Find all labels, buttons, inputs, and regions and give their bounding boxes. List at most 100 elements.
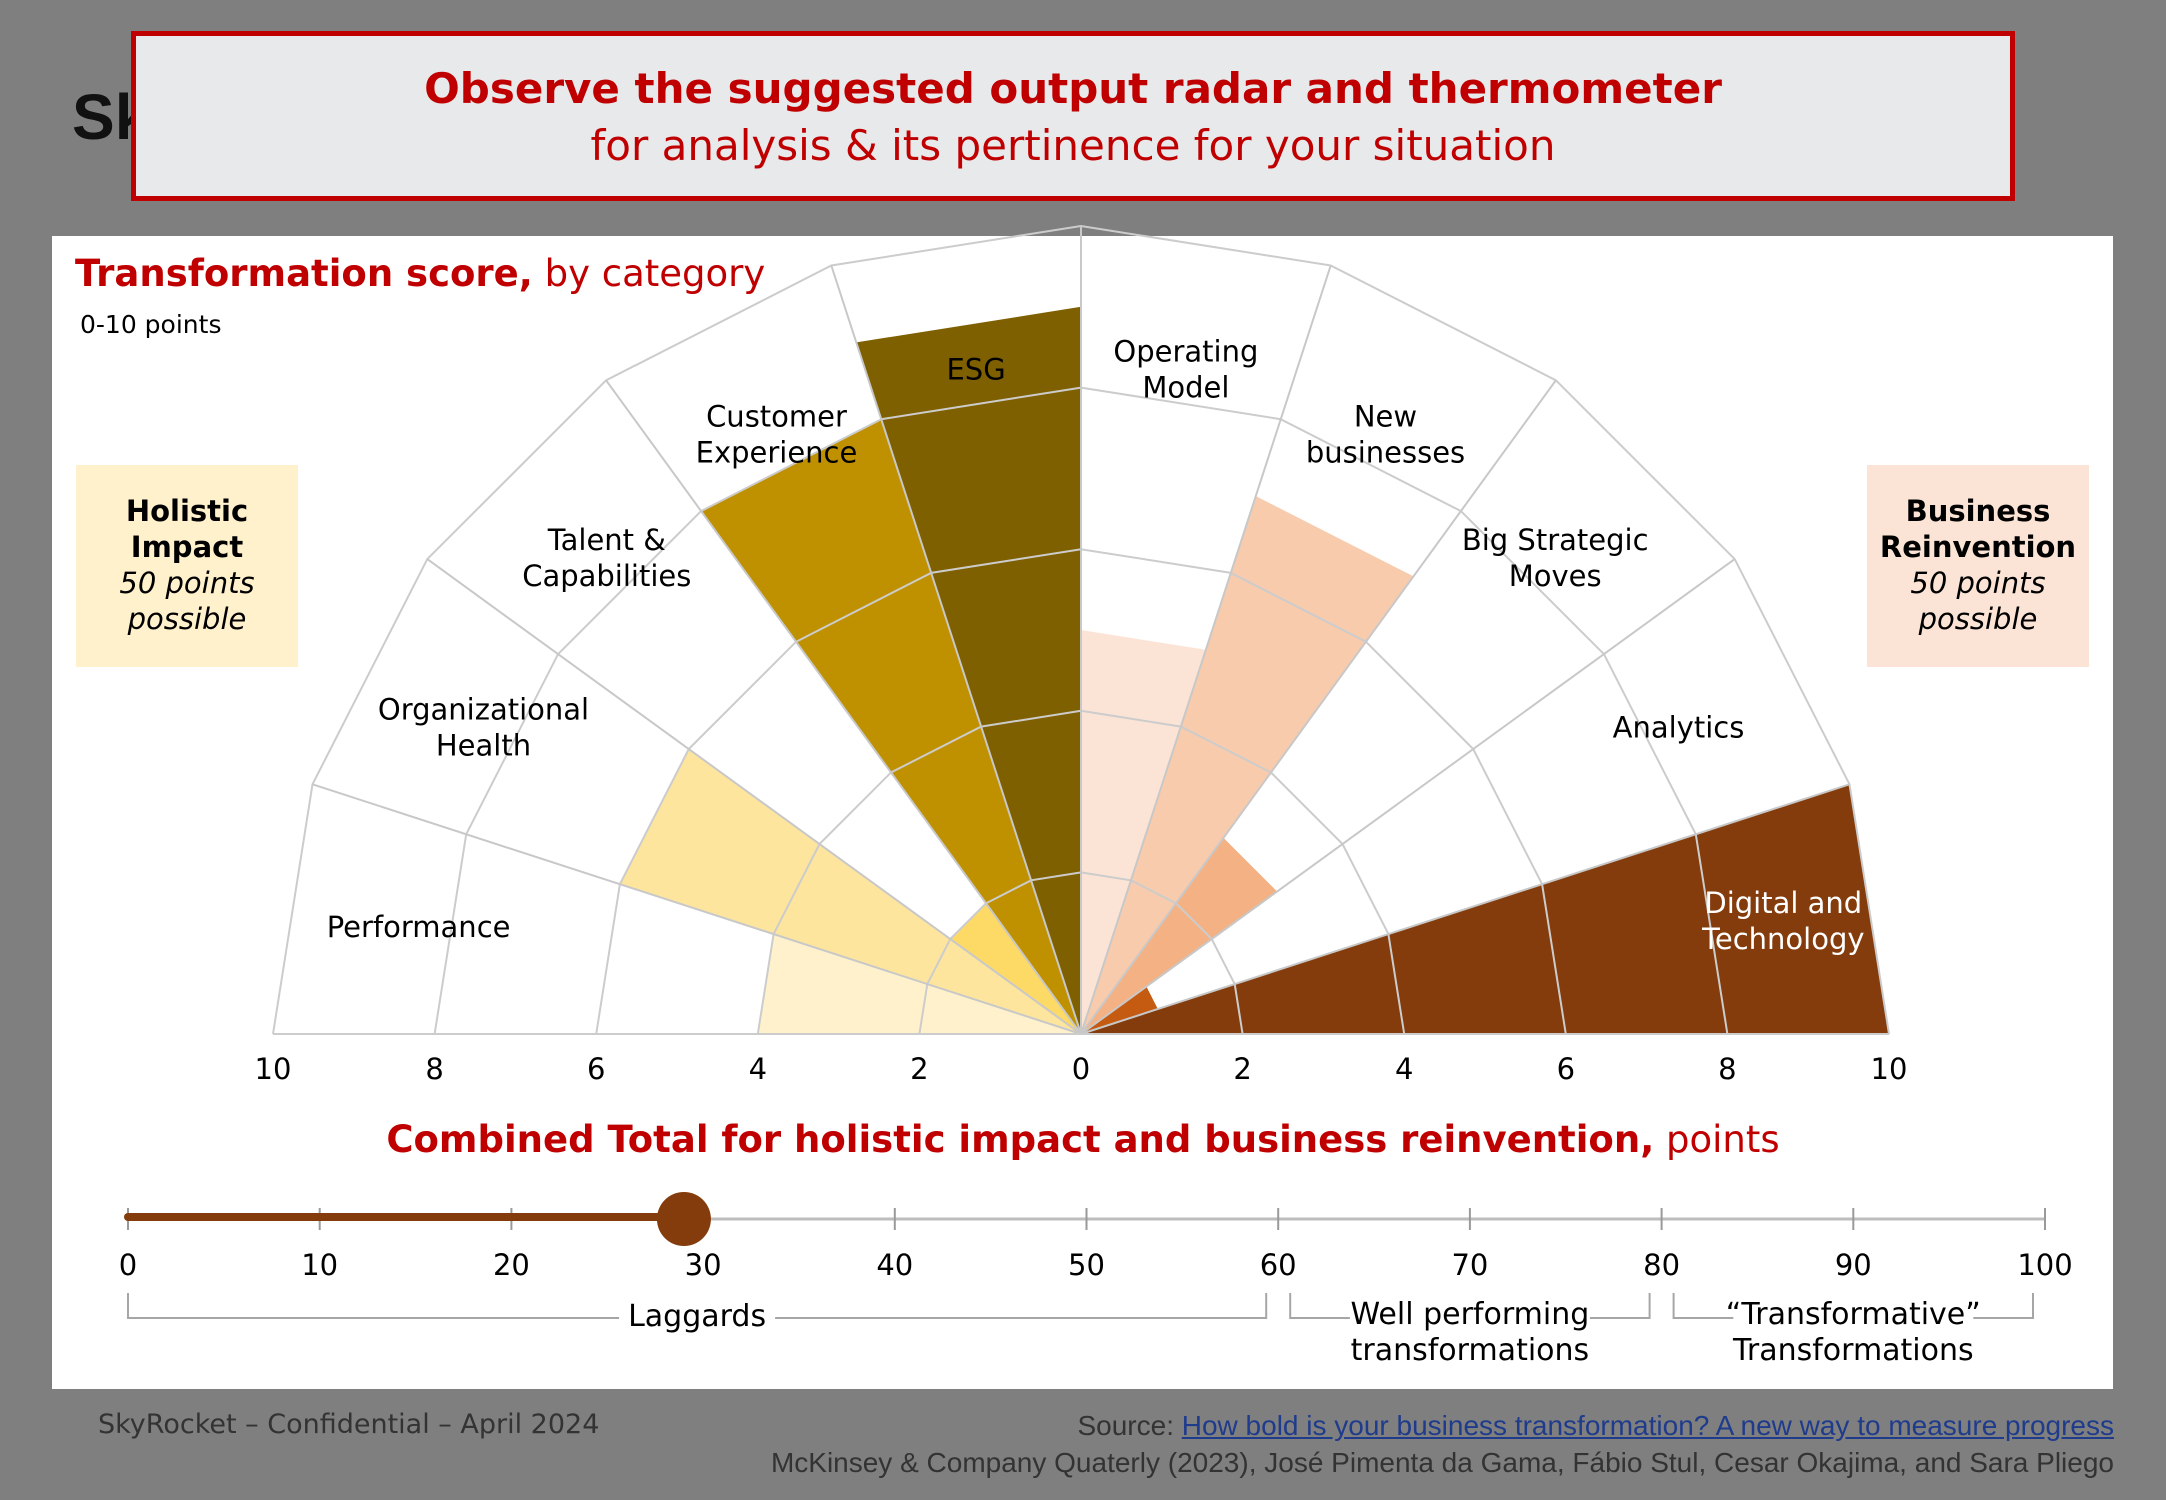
thermometer-tick-label: 70	[1451, 1248, 1488, 1282]
instruction-banner: Observe the suggested output radar and t…	[131, 31, 2015, 201]
thermometer-tick-label: 60	[1260, 1248, 1297, 1282]
thermometer-title-rest: points	[1654, 1118, 1780, 1161]
radar-axis-tick-label: 2	[910, 1052, 928, 1086]
radar-category-label-line: Big Strategic	[1462, 523, 1649, 557]
radar-axis-tick-label: 10	[255, 1052, 292, 1086]
radar-axis-tick-label: 8	[425, 1052, 443, 1086]
thermometer-title-bold: Combined Total for holistic impact and b…	[386, 1118, 1655, 1161]
radar-category-label-line: Talent &	[547, 523, 666, 557]
radar-axis-tick-label: 8	[1718, 1052, 1736, 1086]
band-label-line: transformations	[1350, 1333, 1590, 1368]
radar-category-label-digital-and-technology: Digital and Technology	[1701, 886, 1864, 956]
radar-bar-digital-and-technology	[1081, 784, 1889, 1034]
band-label: Laggards	[497, 1299, 897, 1335]
radar-category-label-line: Organizational	[378, 693, 589, 727]
radar-spoke	[312, 783, 1082, 1035]
radar-category-label-line: Performance	[327, 910, 511, 944]
radar-bar-talent-capabilities	[950, 903, 1081, 1034]
banner-subtitle: for analysis & its pertinence for your s…	[590, 121, 1556, 170]
radar-spoke	[426, 558, 1082, 1035]
radar-category-label-line: Experience	[696, 436, 858, 470]
band-bracket-right	[1589, 1293, 1651, 1319]
radar-spoke	[830, 265, 1082, 1035]
radar-category-label-line: Operating	[1113, 335, 1258, 369]
radar-title-rest: by category	[532, 252, 766, 295]
radar-axis-tick-label: 4	[749, 1052, 767, 1086]
band-label: Well performing transformations	[1270, 1297, 1670, 1369]
radar-axis-tick-label: 2	[1233, 1052, 1251, 1086]
thermometer-tick-label: 30	[685, 1248, 722, 1282]
reinvention-points-1: 50 points	[1910, 566, 2046, 600]
holistic-points-2: possible	[127, 602, 247, 636]
radar-axis-tick-label: 4	[1395, 1052, 1413, 1086]
thermometer-tick-label: 100	[2017, 1248, 2072, 1282]
radar-category-label-operating-model: Operating Model	[1113, 335, 1258, 405]
radar-bar-operating-model	[1081, 630, 1206, 1034]
radar-bar-big-strategic-moves	[1081, 837, 1278, 1034]
radar-category-label-talent-capabilities: Talent & Capabilities	[522, 523, 691, 593]
radar-bar-performance	[757, 934, 1081, 1034]
radar-bar-analytics	[1081, 986, 1158, 1034]
radar-title: Transformation score, by category	[75, 252, 765, 295]
radar-category-label-customer-experience: Customer Experience	[696, 400, 858, 470]
radar-bar-esg	[856, 306, 1081, 1034]
radar-spoke	[1080, 265, 1332, 1035]
holistic-title-1: Holistic	[125, 494, 249, 528]
reinvention-title-2: Reinvention	[1879, 530, 2077, 564]
thermometer-title: Combined Total for holistic impact and b…	[0, 1118, 2166, 1161]
radar-category-label-organizational-health: Organizational Health	[378, 693, 589, 763]
radar-category-label-line: Moves	[1509, 559, 1602, 593]
source-line: Source: How bold is your business transf…	[771, 1407, 2114, 1444]
radar-category-label-line: Technology	[1701, 922, 1864, 956]
holistic-impact-box: Holistic Impact 50 points possible	[76, 465, 298, 667]
radar-bar-new-businesses	[1081, 496, 1414, 1035]
business-reinvention-box: Business Reinvention 50 points possible	[1867, 465, 2089, 667]
footer-source: Source: How bold is your business transf…	[771, 1407, 2114, 1481]
reinvention-title-1: Business	[1905, 494, 2051, 528]
source-link[interactable]: How bold is your business transformation…	[1181, 1410, 2114, 1441]
radar-axis-tick-label: 0	[1072, 1052, 1090, 1086]
radar-title-bold: Transformation score,	[75, 252, 533, 295]
band-bracket-right	[1973, 1293, 2034, 1319]
radar-bar-organizational-health	[619, 749, 1081, 1034]
radar-category-label-line: Analytics	[1613, 711, 1745, 745]
band-label-line: Transformations	[1732, 1333, 1974, 1368]
radar-category-label-big-strategic-moves: Big Strategic Moves	[1462, 523, 1649, 593]
thermometer-tick-label: 0	[119, 1248, 137, 1282]
source-citation: McKinsey & Company Quaterly (2023), José…	[770, 1447, 2114, 1478]
radar-subtitle: 0-10 points	[80, 310, 222, 339]
band-label: “Transformative” Transformations	[1653, 1297, 2053, 1369]
thermometer-tick-label: 10	[301, 1248, 338, 1282]
band-label-line: Laggards	[628, 1299, 767, 1334]
radar-category-label-analytics: Analytics	[1613, 711, 1745, 745]
footer-confidential: SkyRocket – Confidential – April 2024	[98, 1409, 600, 1440]
radar-category-label-line: Health	[436, 729, 531, 763]
holistic-points-1: 50 points	[119, 566, 255, 600]
radar-category-label-line: ESG	[946, 353, 1005, 387]
band-label-line: “Transformative”	[1725, 1297, 1981, 1332]
reinvention-points-2: possible	[1918, 602, 2038, 636]
thermometer-tick-label: 40	[876, 1248, 913, 1282]
radar-category-label-line: New	[1354, 400, 1417, 434]
holistic-title-2: Impact	[130, 530, 244, 564]
band-bracket-left	[127, 1293, 620, 1319]
radar-category-label-line: Customer	[706, 400, 847, 434]
radar-axis-tick-label: 6	[1557, 1052, 1575, 1086]
band-bracket-left	[1672, 1293, 1734, 1319]
radar-category-label-line: Digital and	[1704, 886, 1862, 920]
radar-spoke	[1080, 379, 1557, 1035]
radar-category-label-esg: ESG	[946, 353, 1005, 387]
source-prefix: Source:	[1077, 1410, 1182, 1441]
band-bracket-left	[1289, 1293, 1350, 1319]
radar-category-label-line: Model	[1142, 371, 1229, 405]
thermometer-tick-label: 80	[1643, 1248, 1680, 1282]
radar-category-label-line: Capabilities	[522, 559, 691, 593]
thermometer-tick-label: 90	[1835, 1248, 1872, 1282]
radar-axis-tick-label: 6	[587, 1052, 605, 1086]
banner-title: Observe the suggested output radar and t…	[424, 64, 1722, 113]
radar-axis-tick-label: 10	[1871, 1052, 1908, 1086]
radar-spoke	[1080, 558, 1736, 1035]
thermometer-tick-label: 20	[493, 1248, 530, 1282]
thermometer-marker	[656, 1192, 711, 1246]
